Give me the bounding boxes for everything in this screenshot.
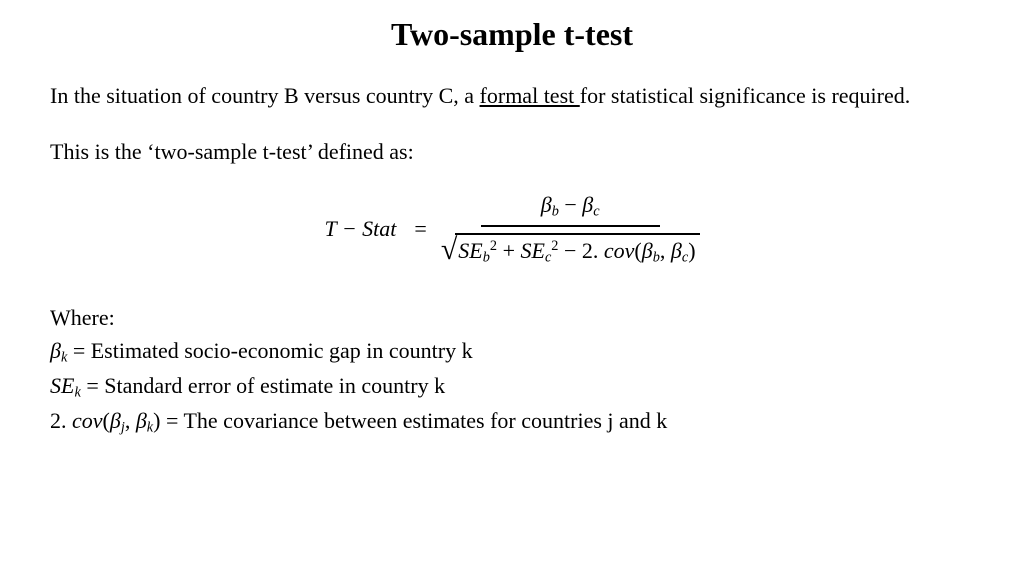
definition-paragraph: This is the ‘two-sample t-test’ defined … bbox=[50, 137, 974, 167]
where-heading: Where: bbox=[50, 301, 974, 334]
slide: Two-sample t-test In the situation of co… bbox=[0, 0, 1024, 439]
formula-block: T − Stat = βb − βc √ SEb2 + SEc2 − 2. co… bbox=[50, 192, 974, 266]
para1-post: for statistical significance is required… bbox=[580, 83, 911, 108]
cov-beta-c-base: β bbox=[671, 238, 682, 263]
se-b-sup: 2 bbox=[490, 238, 497, 254]
numer-minus: − bbox=[559, 192, 582, 217]
radicand: SEb2 + SEc2 − 2. cov(βb, βc) bbox=[455, 233, 699, 267]
equals-sign: = bbox=[414, 216, 426, 242]
intro-paragraph: In the situation of country B versus cou… bbox=[50, 81, 974, 111]
beta-c-sub: c bbox=[593, 204, 599, 220]
se-b-base: SE bbox=[458, 238, 482, 263]
t-stat-formula: T − Stat = βb − βc √ SEb2 + SEc2 − 2. co… bbox=[324, 192, 699, 266]
beta-k-base: β bbox=[50, 338, 61, 363]
where-line-3-text: = The covariance between estimates for c… bbox=[160, 408, 667, 433]
where-line-3: 2. cov(βj, βk) = The covariance between … bbox=[50, 404, 974, 439]
line3-comma: , bbox=[125, 408, 136, 433]
where-line-1-text: = Estimated socio-economic gap in countr… bbox=[67, 338, 472, 363]
beta-b-sub: b bbox=[552, 204, 559, 220]
cov-rparen: ) bbox=[688, 238, 695, 263]
radical-sign: √ bbox=[441, 235, 457, 269]
se-b-sub: b bbox=[483, 250, 490, 266]
denominator: √ SEb2 + SEc2 − 2. cov(βb, βc) bbox=[441, 227, 700, 267]
slide-title: Two-sample t-test bbox=[50, 16, 974, 53]
where-block: Where: βk = Estimated socio-economic gap… bbox=[50, 301, 974, 439]
radical: √ SEb2 + SEc2 − 2. cov(βb, βc) bbox=[441, 233, 700, 267]
se-c-base: SE bbox=[520, 238, 544, 263]
where-line-1: βk = Estimated socio-economic gap in cou… bbox=[50, 334, 974, 369]
cov-beta-b-sub: b bbox=[653, 250, 660, 266]
numerator: βb − βc bbox=[481, 192, 660, 227]
beta-c-base: β bbox=[582, 192, 593, 217]
para1-pre: In the situation of country B versus cou… bbox=[50, 83, 480, 108]
cov-comma: , bbox=[660, 238, 671, 263]
where-line-2: SEk = Standard error of estimate in coun… bbox=[50, 369, 974, 404]
where-line-2-text: = Standard error of estimate in country … bbox=[81, 373, 445, 398]
cov-fn: cov bbox=[604, 238, 635, 263]
se-k-base: SE bbox=[50, 373, 74, 398]
line3-lparen: ( bbox=[103, 408, 110, 433]
cov-lparen: ( bbox=[634, 238, 641, 263]
fraction: βb − βc √ SEb2 + SEc2 − 2. cov(βb, βc) bbox=[441, 192, 700, 266]
line3-beta-j-base: β bbox=[110, 408, 121, 433]
denom-plus: + bbox=[497, 238, 520, 263]
cov-beta-b-base: β bbox=[642, 238, 653, 263]
beta-b-base: β bbox=[541, 192, 552, 217]
line3-cov: cov bbox=[72, 408, 103, 433]
para1-underlined: formal test bbox=[480, 83, 580, 108]
line3-pre: 2. bbox=[50, 408, 72, 433]
formula-lhs: T − Stat bbox=[324, 216, 396, 242]
denom-minus-2: − 2. bbox=[558, 238, 603, 263]
line3-beta-k-base: β bbox=[136, 408, 147, 433]
